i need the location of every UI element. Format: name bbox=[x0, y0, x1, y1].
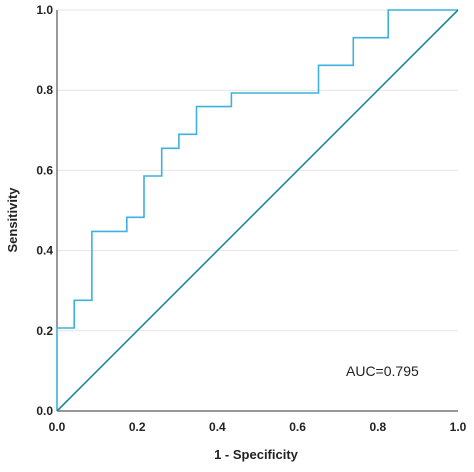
x-tick-label-1: 0.2 bbox=[129, 420, 146, 434]
roc-curve bbox=[56, 9, 458, 411]
x-tick-label-0: 0.0 bbox=[49, 420, 66, 434]
x-tick-label-3: 0.6 bbox=[289, 420, 306, 434]
reference-diagonal bbox=[56, 9, 459, 412]
x-tick-label-5: 1.0 bbox=[450, 420, 467, 434]
x-tick-label-4: 0.8 bbox=[369, 420, 386, 434]
y-tick-label-2: 0.4 bbox=[36, 244, 53, 258]
y-tick-label-0: 0.0 bbox=[36, 404, 53, 418]
x-tick-label-2: 0.4 bbox=[209, 420, 226, 434]
x-tick-labels: 0.0 0.2 0.4 0.6 0.8 1.0 bbox=[49, 420, 467, 434]
auc-annotation: AUC=0.795 bbox=[346, 363, 419, 379]
y-tick-labels: 0.0 0.2 0.4 0.6 0.8 1.0 bbox=[36, 3, 53, 418]
series-layer bbox=[56, 9, 459, 412]
gridlines bbox=[57, 9, 458, 332]
y-axis-label: Sensitivity bbox=[5, 187, 20, 253]
y-tick-label-3: 0.6 bbox=[36, 163, 53, 177]
y-tick-label-5: 1.0 bbox=[36, 3, 53, 17]
y-tick-label-4: 0.8 bbox=[36, 83, 53, 97]
y-tick-label-1: 0.2 bbox=[36, 324, 53, 338]
x-axis-label: 1 - Specificity bbox=[214, 447, 299, 462]
